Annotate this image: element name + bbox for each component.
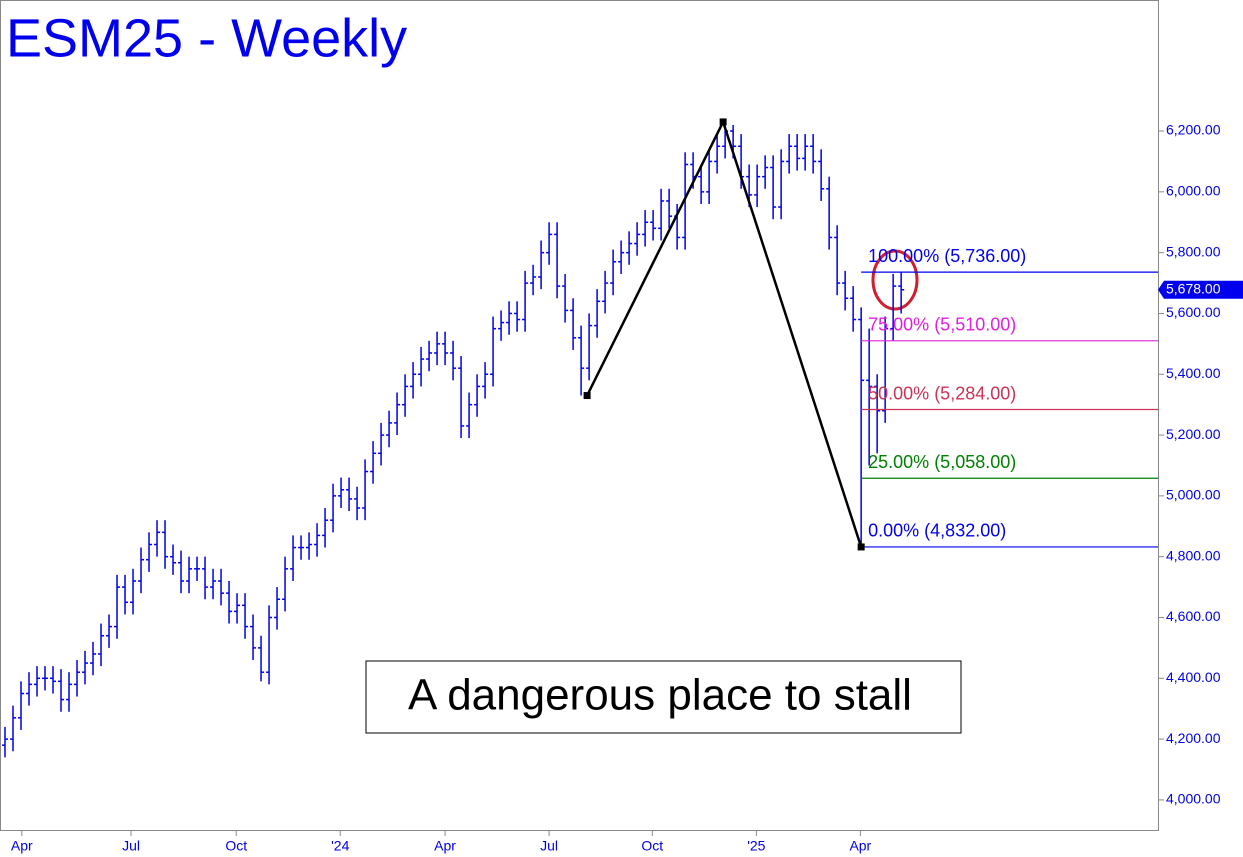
y-tick-label: 4,200.00 <box>1166 730 1221 746</box>
last-price-label: 5,678.00 <box>1166 280 1221 296</box>
fib-label: 0.00% (4,832.00) <box>868 521 1006 541</box>
x-tick-label: '24 <box>331 838 349 854</box>
last-price-tag <box>1158 280 1243 299</box>
swing-line <box>585 118 863 548</box>
fib-label: 25.00% (5,058.00) <box>868 452 1016 472</box>
swing-point <box>719 118 727 126</box>
x-tick-label: Apr <box>11 838 33 854</box>
swing-point <box>857 543 865 551</box>
y-tick-label: 5,200.00 <box>1166 426 1221 442</box>
fib-label: 75.00% (5,510.00) <box>868 315 1016 335</box>
y-tick-label: 5,400.00 <box>1166 365 1221 381</box>
y-tick-label: 4,000.00 <box>1166 791 1221 807</box>
plot-frame <box>0 0 1159 831</box>
x-tick-label: '25 <box>747 838 765 854</box>
y-tick-label: 4,600.00 <box>1166 608 1221 624</box>
x-tick-label: Oct <box>641 838 663 854</box>
y-tick-label: 6,200.00 <box>1166 122 1221 138</box>
highlight-circle <box>871 249 919 311</box>
swing-point <box>583 392 591 400</box>
y-tick-label: 5,000.00 <box>1166 487 1221 503</box>
y-tick-label: 4,400.00 <box>1166 669 1221 685</box>
y-tick-label: 5,800.00 <box>1166 243 1221 259</box>
fib-label: 100.00% (5,736.00) <box>868 246 1026 266</box>
y-tick-label: 6,000.00 <box>1166 183 1221 199</box>
annotation-box <box>365 660 962 734</box>
x-tick-label: Apr <box>849 838 871 854</box>
x-tick-label: Oct <box>225 838 247 854</box>
chart-title: ESM25 - Weekly <box>6 8 407 68</box>
y-tick-label: 4,800.00 <box>1166 547 1221 563</box>
x-tick-label: Apr <box>434 838 456 854</box>
y-tick-label: 5,600.00 <box>1166 304 1221 320</box>
x-tick-label: Jul <box>540 838 558 854</box>
x-tick-label: Jul <box>122 838 140 854</box>
annotation: A dangerous place to stall <box>408 671 912 720</box>
fib-label: 50.00% (5,284.00) <box>868 383 1016 403</box>
